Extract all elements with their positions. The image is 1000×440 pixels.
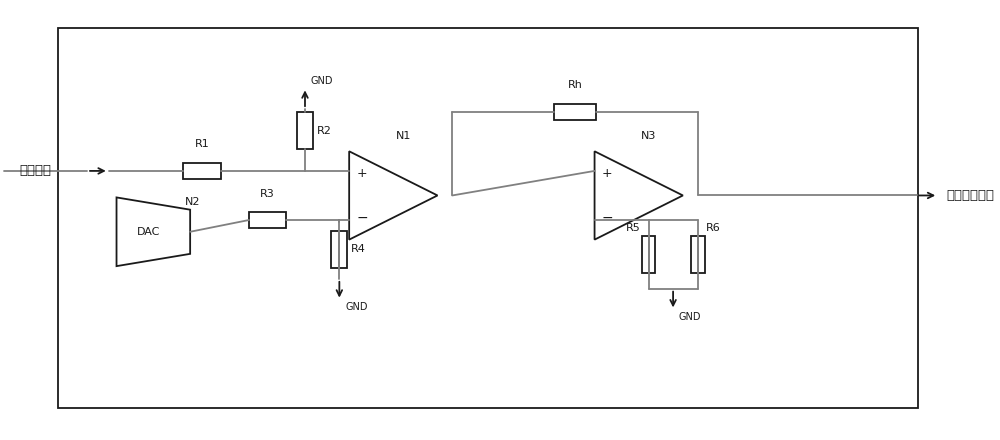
Text: 模拟信号: 模拟信号: [20, 165, 52, 177]
Text: N1: N1: [395, 132, 411, 142]
Text: R1: R1: [195, 139, 209, 149]
Bar: [331, 231, 347, 268]
Text: N2: N2: [185, 197, 201, 207]
Text: Rh: Rh: [567, 81, 582, 91]
Bar: [642, 236, 655, 273]
Bar: [58, 28, 918, 408]
Bar: [249, 212, 286, 228]
Text: GND: GND: [345, 302, 368, 312]
Polygon shape: [117, 198, 190, 266]
Text: −: −: [356, 211, 368, 224]
Polygon shape: [349, 151, 438, 240]
Text: DAC: DAC: [137, 227, 160, 237]
Text: GND: GND: [679, 312, 701, 322]
Bar: [691, 236, 705, 273]
Text: R5: R5: [626, 223, 641, 233]
Text: +: +: [602, 167, 613, 180]
Text: 模拟触发信号: 模拟触发信号: [946, 189, 994, 202]
Text: +: +: [357, 167, 367, 180]
Polygon shape: [595, 151, 683, 240]
Bar: [297, 112, 313, 149]
Bar: [554, 104, 596, 120]
Text: N3: N3: [641, 132, 656, 142]
Text: R6: R6: [705, 223, 720, 233]
Text: −: −: [602, 211, 613, 224]
Text: R3: R3: [260, 189, 275, 199]
Bar: [183, 163, 221, 179]
Text: R4: R4: [351, 245, 366, 254]
Text: GND: GND: [311, 76, 333, 85]
Text: R2: R2: [317, 126, 332, 136]
